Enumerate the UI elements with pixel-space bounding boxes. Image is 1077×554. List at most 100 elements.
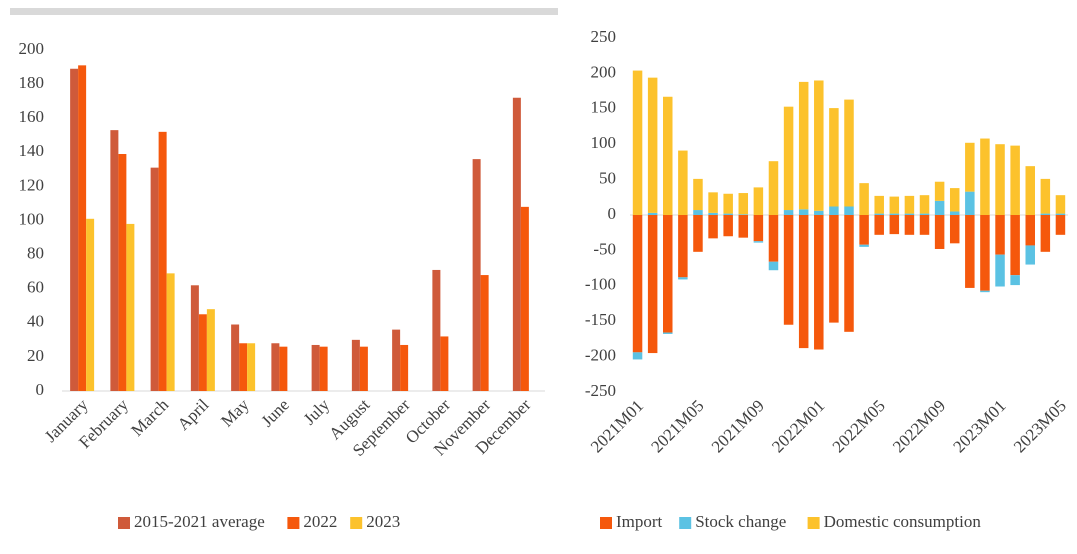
bar-segment (949, 211, 960, 215)
legend-swatch (118, 517, 130, 529)
bar-segment (738, 193, 749, 215)
bar-segment (829, 215, 839, 323)
y-tick-label: 180 (19, 73, 45, 92)
bar (198, 314, 207, 391)
bar-segment (647, 77, 658, 213)
bar-segment (1010, 275, 1020, 286)
bar (271, 343, 280, 391)
bar-segment (859, 183, 869, 215)
y-tick-label: -50 (593, 239, 616, 258)
bar-segment (647, 215, 658, 354)
bar-segment (919, 213, 930, 215)
bar-segment (995, 144, 1005, 215)
x-tick-label: 2023M01 (949, 396, 1009, 456)
x-tick-label: 2021M05 (647, 396, 707, 456)
bar-segment (1010, 145, 1020, 215)
y-tick-label: 100 (591, 133, 617, 152)
bar-segment (663, 96, 673, 215)
bar-segment (889, 213, 900, 215)
bar-segment (995, 254, 1005, 287)
bar-segment (1055, 215, 1066, 235)
bar (78, 65, 87, 391)
bar-segment (632, 70, 643, 216)
bar-segment (980, 215, 990, 291)
y-tick-label: 140 (19, 141, 45, 160)
legend-swatch (350, 517, 363, 529)
y-tick-label: -100 (585, 275, 616, 294)
bar (472, 159, 481, 391)
bar-segment (965, 191, 975, 215)
bar-segment (919, 195, 930, 214)
bar-segment (1010, 215, 1020, 276)
y-tick-label: 40 (27, 312, 44, 331)
y-tick-label: 120 (19, 175, 45, 194)
bar-segment (647, 212, 658, 215)
x-tick-label: 2022M09 (889, 396, 949, 456)
bar-segment (965, 215, 975, 288)
bar-segment (1040, 178, 1051, 214)
legend-label: 2023 (366, 512, 400, 531)
y-tick-label: 0 (36, 380, 45, 399)
bar-segment (723, 193, 733, 214)
bar-segment (814, 80, 824, 211)
bar (150, 167, 159, 391)
y-tick-label: 160 (19, 107, 45, 126)
y-tick-label: 250 (591, 27, 617, 46)
x-tick-label: 2022M01 (768, 396, 828, 456)
bar-segment (768, 215, 779, 262)
bar (110, 130, 119, 391)
bar-segment (783, 215, 794, 325)
bar-segment (1055, 195, 1066, 214)
y-tick-label: 80 (27, 244, 44, 263)
y-tick-label: 100 (19, 209, 45, 228)
bar (231, 324, 240, 391)
bar (118, 154, 127, 391)
bar-segment (980, 138, 990, 215)
bar-segment (995, 215, 1005, 255)
bar-segment (678, 215, 688, 278)
y-tick-label: 200 (19, 39, 45, 58)
bar-segment (678, 150, 688, 215)
bar-segment (783, 210, 794, 215)
x-tick-label: 2021M09 (708, 396, 768, 456)
bar-segment (783, 106, 794, 211)
bar-segment (814, 215, 824, 350)
bar-segment (753, 241, 764, 243)
bar (392, 329, 401, 391)
y-tick-label: 200 (591, 62, 617, 81)
bar-segment (798, 215, 809, 349)
bar-segment (663, 332, 673, 334)
x-tick-label: 2021M01 (587, 396, 647, 456)
bar-segment (904, 213, 915, 215)
legend-swatch (807, 517, 820, 529)
bar-segment (829, 206, 839, 215)
bar-segment (889, 196, 900, 214)
bar-segment (949, 188, 960, 212)
y-tick-label: 50 (599, 169, 616, 188)
bar (239, 343, 248, 391)
x-tick-label: June (257, 395, 292, 430)
bar-segment (934, 200, 945, 215)
bar-segment (934, 215, 945, 249)
legend-label: Import (616, 512, 663, 531)
bar-segment (859, 215, 869, 245)
x-tick-label: May (217, 395, 253, 431)
bar-segment (919, 215, 930, 235)
bar (166, 273, 175, 391)
bar-segment (934, 181, 945, 201)
bar-segment (1025, 215, 1035, 246)
bar (158, 131, 167, 391)
bar (70, 68, 79, 391)
bar (359, 346, 368, 391)
y-tick-label: 0 (608, 204, 617, 223)
bar (400, 344, 409, 391)
bar (190, 285, 199, 391)
bar-segment (708, 192, 718, 213)
legend-label: Domestic consumption (824, 512, 982, 531)
bar-segment (844, 215, 854, 332)
bar-segment (889, 215, 900, 235)
bar-segment (965, 142, 975, 192)
bar (206, 309, 215, 391)
bar (311, 344, 320, 391)
bar-segment (904, 215, 915, 235)
